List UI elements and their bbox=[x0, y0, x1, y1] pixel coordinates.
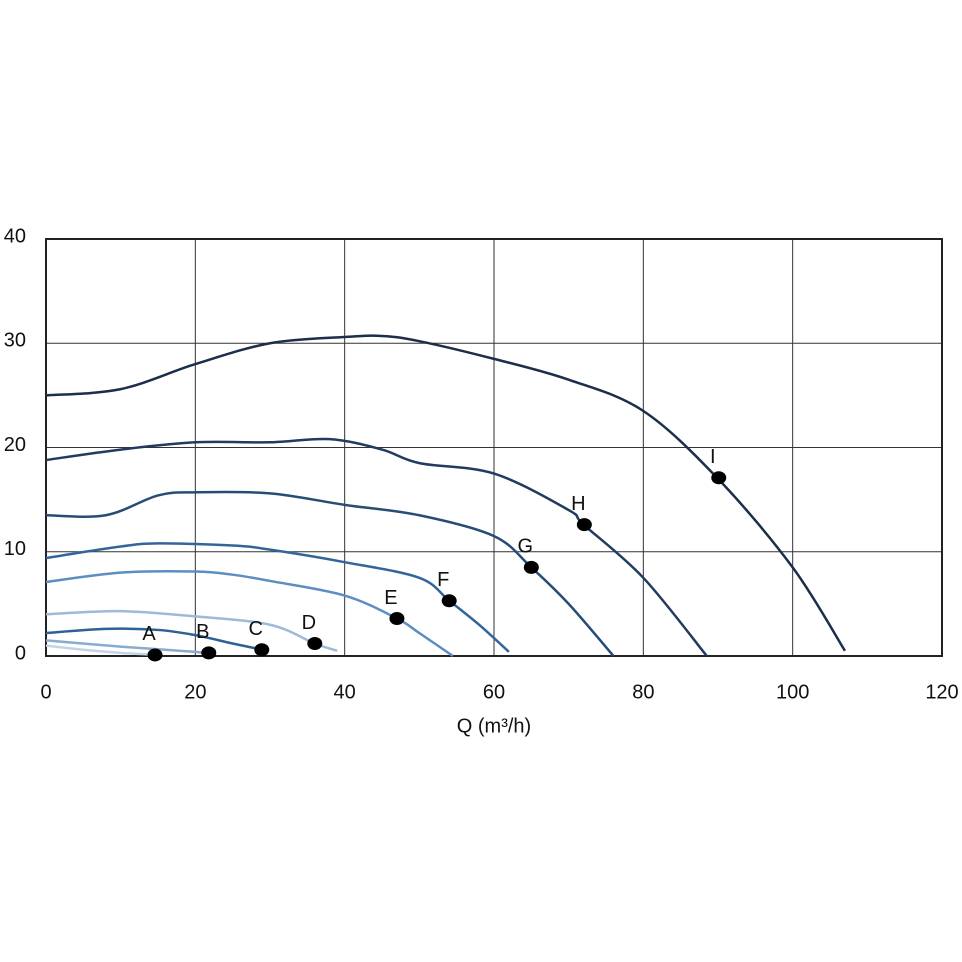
x-tick-label: 0 bbox=[40, 681, 51, 703]
y-tick-label: 40 bbox=[4, 225, 26, 247]
plot-frame bbox=[45, 238, 943, 657]
curve bbox=[45, 437, 708, 657]
point-label: E bbox=[384, 587, 397, 609]
point-marker bbox=[441, 594, 457, 608]
curve bbox=[45, 644, 159, 657]
curve bbox=[45, 490, 615, 657]
point-label: H bbox=[571, 493, 585, 515]
x-tick-label: 20 bbox=[184, 681, 206, 703]
curve bbox=[45, 570, 454, 658]
point-marker bbox=[711, 471, 727, 485]
x-tick-label: 40 bbox=[334, 681, 356, 703]
y-tick-label: 10 bbox=[4, 538, 26, 560]
point-label: F bbox=[437, 569, 449, 591]
point-label: A bbox=[142, 623, 156, 645]
y-tick-label: 20 bbox=[4, 434, 26, 456]
curve bbox=[45, 334, 846, 652]
y-tick-label: 30 bbox=[4, 330, 26, 352]
point-label: D bbox=[302, 612, 316, 634]
point-marker bbox=[523, 560, 539, 574]
point-marker bbox=[307, 636, 323, 650]
point-marker bbox=[576, 518, 592, 532]
point-marker bbox=[147, 648, 163, 662]
curve bbox=[45, 627, 263, 651]
point-marker bbox=[389, 611, 405, 625]
point-marker bbox=[254, 643, 270, 657]
x-tick-label: 80 bbox=[632, 681, 654, 703]
x-tick-label: 100 bbox=[776, 681, 809, 703]
curve bbox=[45, 639, 211, 656]
point-marker bbox=[201, 646, 217, 660]
point-label: B bbox=[196, 621, 209, 643]
y-tick-label: 0 bbox=[15, 642, 26, 664]
x-tick-label: 60 bbox=[483, 681, 505, 703]
point-label: C bbox=[249, 618, 263, 640]
point-label: G bbox=[518, 536, 534, 558]
x-tick-label: 120 bbox=[925, 681, 958, 703]
curve bbox=[45, 542, 510, 653]
point-label: I bbox=[710, 446, 716, 468]
x-axis-label: Q (m³/h) bbox=[457, 715, 531, 737]
